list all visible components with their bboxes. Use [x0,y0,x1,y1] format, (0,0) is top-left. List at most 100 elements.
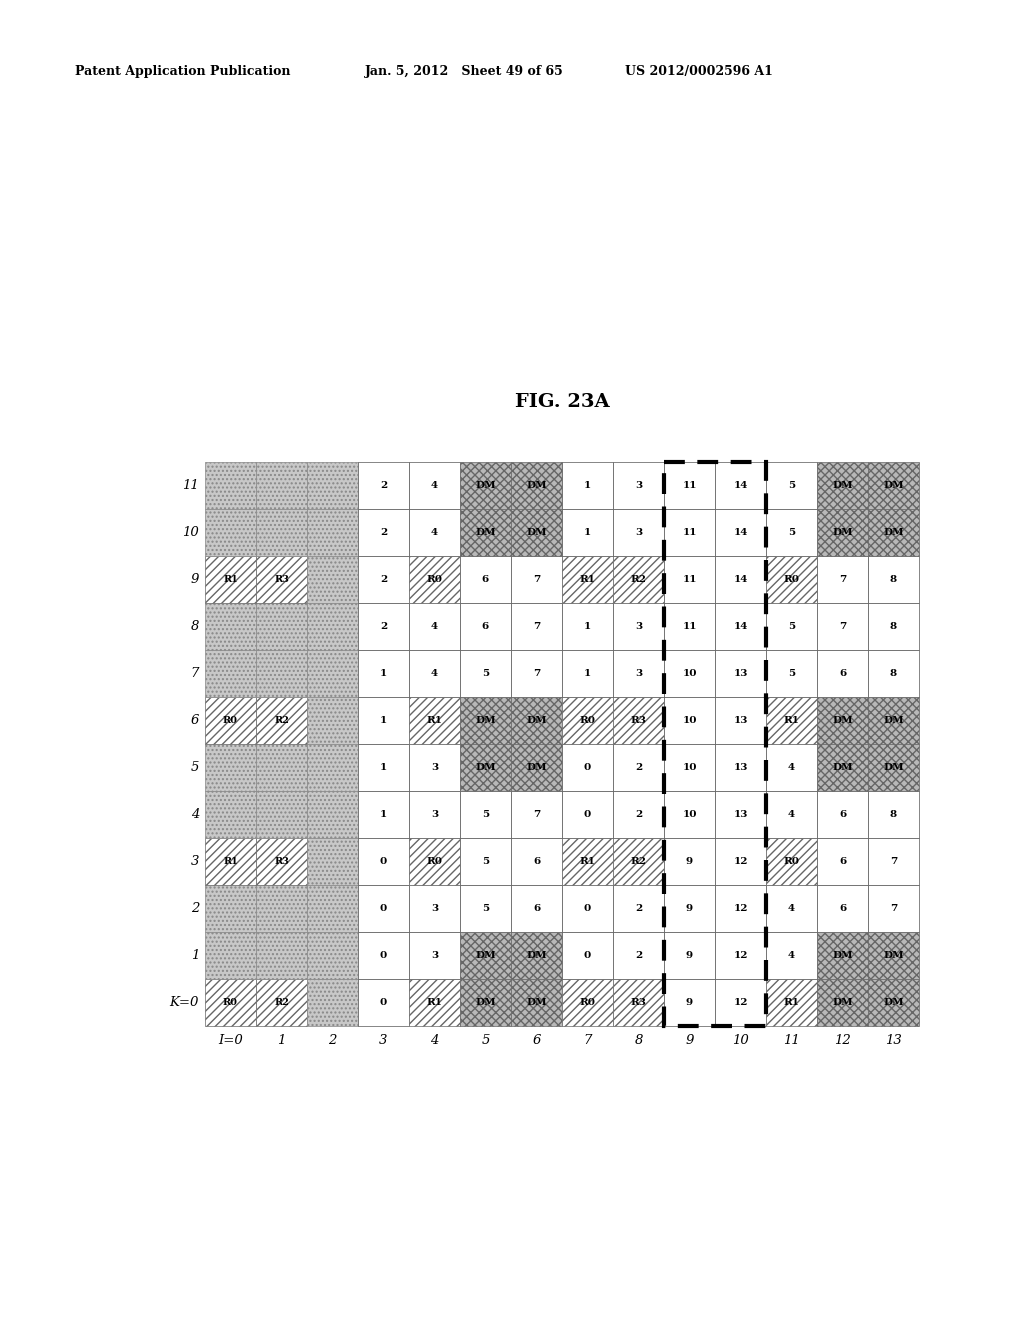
Bar [766,510,817,556]
Bar [511,932,562,979]
Bar [358,932,409,979]
Text: DM: DM [526,528,547,537]
Bar [511,510,562,556]
Text: 10: 10 [682,715,696,725]
Bar [409,462,460,510]
Bar [256,510,307,556]
Bar [715,556,766,603]
Bar [817,556,868,603]
Text: 10: 10 [682,763,696,772]
Text: 1: 1 [584,528,591,537]
Text: 1: 1 [380,669,387,678]
Bar [715,649,766,697]
Text: 6: 6 [482,622,489,631]
Text: 6: 6 [532,1034,541,1047]
Text: DM: DM [833,528,853,537]
Bar [511,697,562,744]
Text: R0: R0 [223,715,238,725]
Text: 9: 9 [686,950,693,960]
Text: 7: 7 [190,667,199,680]
Bar [715,979,766,1026]
Bar [766,697,817,744]
Bar [307,603,358,649]
Bar [664,462,766,1026]
Text: 0: 0 [380,950,387,960]
Text: DM: DM [833,763,853,772]
Bar [715,744,766,791]
Bar [511,838,562,884]
Text: DM: DM [475,950,496,960]
Text: R1: R1 [223,857,238,866]
Text: DM: DM [475,715,496,725]
Bar [307,932,358,979]
Text: 3: 3 [190,855,199,869]
Text: 7: 7 [532,669,540,678]
Text: 4: 4 [431,480,438,490]
Text: 7: 7 [890,857,897,866]
Bar [358,979,409,1026]
Text: 1: 1 [380,763,387,772]
Text: 7: 7 [532,622,540,631]
Text: 11: 11 [182,479,199,492]
Bar [358,884,409,932]
Bar [358,510,409,556]
Text: 14: 14 [733,622,748,631]
Bar [511,603,562,649]
Text: 4: 4 [190,808,199,821]
Bar [868,744,919,791]
Bar [511,744,562,791]
Bar [460,462,511,510]
Bar [613,603,664,649]
Text: R2: R2 [274,715,289,725]
Bar [613,884,664,932]
Bar [715,932,766,979]
Text: 11: 11 [682,576,696,583]
Bar [409,791,460,838]
Text: 5: 5 [787,528,795,537]
Bar [868,979,919,1026]
Text: DM: DM [883,715,904,725]
Text: 8: 8 [890,622,897,631]
Bar [511,884,562,932]
Text: 4: 4 [787,950,795,960]
Bar [307,556,358,603]
Text: 13: 13 [733,669,748,678]
Bar [256,744,307,791]
Bar [205,884,256,932]
Bar [868,884,919,932]
Text: 2: 2 [635,950,642,960]
Text: 7: 7 [532,810,540,818]
Text: 12: 12 [733,904,748,913]
Text: R0: R0 [427,857,442,866]
Text: 1: 1 [380,715,387,725]
Text: 6: 6 [532,857,540,866]
Text: 4: 4 [430,1034,438,1047]
Bar [460,838,511,884]
Bar [409,697,460,744]
Bar [460,697,511,744]
Bar [817,838,868,884]
Bar [409,979,460,1026]
Text: 3: 3 [431,904,438,913]
Text: 6: 6 [839,810,846,818]
Text: 6: 6 [839,904,846,913]
Bar [766,884,817,932]
Bar [562,744,613,791]
Bar [511,462,562,510]
Bar [511,649,562,697]
Bar [307,649,358,697]
Text: DM: DM [883,480,904,490]
Bar [511,979,562,1026]
Text: 0: 0 [380,857,387,866]
Text: 3: 3 [379,1034,388,1047]
Text: 2: 2 [380,622,387,631]
Text: R3: R3 [274,576,289,583]
Bar [205,556,256,603]
Text: DM: DM [526,998,547,1007]
Bar [817,744,868,791]
Text: 6: 6 [482,576,489,583]
Text: R1: R1 [580,857,596,866]
Bar [460,791,511,838]
Bar [256,649,307,697]
Text: 5: 5 [190,762,199,774]
